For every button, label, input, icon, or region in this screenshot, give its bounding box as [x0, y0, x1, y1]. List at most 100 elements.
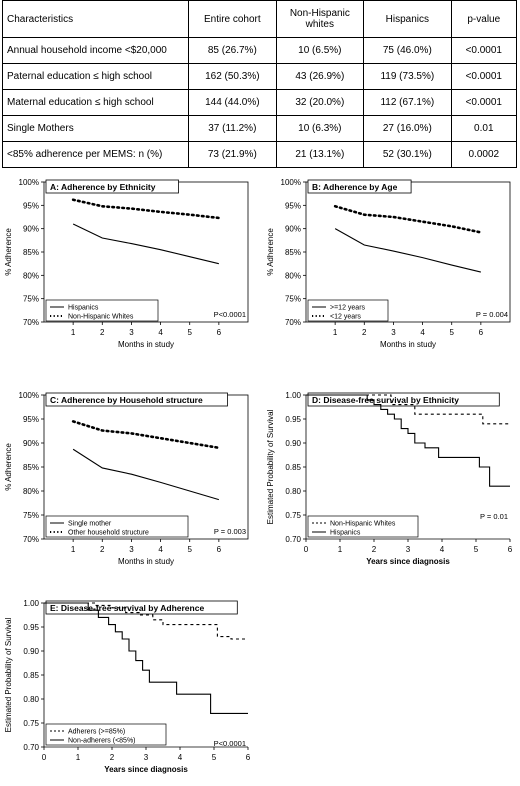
- x-axis-label: Months in study: [118, 557, 174, 566]
- chart-title-box: [307, 179, 412, 194]
- chart-panel-c: 70% 75% 80% 85% 90% 95% 100% 1 2 3 4 5 6 Months in st…: [0, 385, 260, 585]
- y-tick-label: 75%: [285, 295, 301, 304]
- table-cell: 119 (73.5%): [363, 63, 452, 90]
- x-tick-label: 6: [508, 545, 513, 554]
- x-tick-label: 0: [42, 753, 47, 762]
- x-axis-label: Years since diagnosis: [366, 557, 450, 566]
- table-row: Single Mothers 37 (11.2%) 10 (6.3%) 27 (16.…: [1, 115, 518, 142]
- y-tick-label: 85%: [23, 248, 39, 257]
- series-line-2: [44, 602, 248, 714]
- series-line-2: [333, 204, 483, 234]
- y-tick-label: 90%: [285, 225, 301, 234]
- y-tick-label: 80%: [285, 271, 301, 280]
- x-tick-label: 4: [178, 753, 183, 762]
- chart-title: B: Adherence by Age: [312, 182, 398, 192]
- chart-title: E: Disease-free survival by Adherence: [50, 603, 204, 613]
- y-tick-label: 100%: [19, 391, 39, 400]
- table-row: Maternal education ≤ high school 144 (44.…: [1, 89, 518, 116]
- legend-box: [45, 515, 189, 538]
- y-tick-label: 0.75: [285, 511, 301, 520]
- legend-label: Hispanics: [68, 305, 99, 312]
- y-tick-label: 95%: [285, 201, 301, 210]
- y-tick-label: 90%: [23, 439, 39, 448]
- y-axis-label: Estimated Probability of Survival: [4, 617, 13, 732]
- y-tick-label: 90%: [23, 225, 39, 234]
- table-cell: 21 (13.1%): [275, 141, 365, 168]
- y-tick-label: 95%: [23, 415, 39, 424]
- series-line-1: [334, 228, 481, 273]
- y-axis-label: % Adherence: [4, 228, 13, 276]
- series-line-1: [44, 602, 248, 640]
- x-tick-label: 6: [246, 753, 251, 762]
- chart-b-svg: 70% 75% 80% 85% 90% 95% 100% 1 2 3 4 5 6 Months in st…: [266, 178, 511, 349]
- legend-box: [307, 515, 419, 538]
- series-line-2: [71, 420, 221, 450]
- table-cell: Single Mothers: [1, 115, 190, 142]
- table-row: Annual household income <$20,000 85 (26.7…: [1, 37, 518, 64]
- chart-c-svg: 70% 75% 80% 85% 90% 95% 100% 1 2 3 4 5 6 Months in st…: [4, 391, 249, 566]
- x-tick-label: 1: [76, 753, 81, 762]
- y-tick-label: 80%: [23, 271, 39, 280]
- table-cell: Annual household income <$20,000: [1, 37, 190, 64]
- chart-panel-a: 70% 75% 80% 85% 90% 95% 100% 1 2 3 4 5 6 Months in st…: [0, 172, 260, 367]
- table-cell: Maternal education ≤ high school: [1, 89, 190, 116]
- legend-box: [45, 299, 159, 322]
- y-tick-label: 70%: [23, 318, 39, 327]
- x-tick-label: 5: [212, 753, 217, 762]
- y-tick-label: 75%: [23, 295, 39, 304]
- x-tick-label: 4: [158, 545, 163, 554]
- y-tick-label: 0.70: [23, 743, 39, 752]
- legend-label: Single mother: [68, 521, 112, 528]
- y-axis-label: % Adherence: [4, 443, 13, 491]
- y-tick-label: 0.95: [285, 415, 301, 424]
- x-tick-label: 2: [110, 753, 115, 762]
- y-tick-label: 1.00: [285, 391, 301, 400]
- y-tick-label: 0.80: [23, 695, 39, 704]
- table-row: Paternal education ≤ high school 162 (50.…: [1, 63, 518, 90]
- y-tick-label: 0.80: [285, 487, 301, 496]
- y-tick-label: 95%: [23, 201, 39, 210]
- legend-label: Non-Hispanic Whites: [330, 521, 396, 528]
- p-value-annotation: P = 0.003: [214, 527, 246, 536]
- x-tick-label: 1: [338, 545, 343, 554]
- y-axis-label: Estimated Probability of Survival: [266, 409, 275, 524]
- x-tick-label: 3: [144, 753, 149, 762]
- table-cell: 27 (16.0%): [363, 115, 452, 142]
- x-tick-label: 6: [217, 328, 222, 337]
- table-cell: <0.0001: [450, 37, 518, 64]
- y-tick-label: 85%: [285, 248, 301, 257]
- table-cell: <0.0001: [450, 89, 518, 116]
- series-line-1: [72, 448, 220, 501]
- x-tick-label: 3: [406, 545, 411, 554]
- y-tick-label: 75%: [23, 511, 39, 520]
- y-tick-label: 0.90: [285, 439, 301, 448]
- table-cell: Paternal education ≤ high school: [1, 63, 190, 90]
- y-tick-label: 0.75: [23, 719, 39, 728]
- table-cell: 112 (67.1%): [363, 89, 452, 116]
- y-tick-label: 1.00: [23, 599, 39, 608]
- table-cell: 10 (6.3%): [275, 115, 365, 142]
- legend-label: Hispanics: [330, 530, 361, 537]
- x-tick-label: 2: [100, 545, 105, 554]
- x-tick-label: 2: [372, 545, 377, 554]
- series-line-1: [72, 223, 219, 265]
- y-tick-label: 70%: [23, 535, 39, 544]
- chart-title: A: Adherence by Ethnicity: [50, 182, 156, 192]
- table-cell: <85% adherence per MEMS: n (%): [1, 141, 190, 168]
- series-line-1: [306, 394, 510, 425]
- table-cell: 162 (50.3%): [188, 63, 277, 90]
- x-tick-label: 4: [420, 328, 425, 337]
- x-tick-label: 3: [129, 328, 134, 337]
- chart-panel-d: 0.70 0.75 0.80 0.85 0.90 0.95 1.00 0 1 2 3 4 5 6 Years…: [262, 385, 520, 585]
- x-tick-label: 4: [158, 328, 163, 337]
- table-header-cell: Non-Hispanic whites: [275, 0, 365, 38]
- table-cell: 85 (26.7%): [188, 37, 277, 64]
- p-value-annotation: P<0.0001: [214, 310, 246, 319]
- x-tick-label: 2: [362, 328, 367, 337]
- x-tick-label: 3: [391, 328, 396, 337]
- y-tick-label: 100%: [281, 178, 301, 187]
- x-tick-label: 6: [217, 545, 222, 554]
- chart-a-svg: 70% 75% 80% 85% 90% 95% 100% 1 2 3 4 5 6 Months in st…: [4, 178, 249, 349]
- x-tick-label: 5: [474, 545, 479, 554]
- table-cell: 52 (30.1%): [363, 141, 452, 168]
